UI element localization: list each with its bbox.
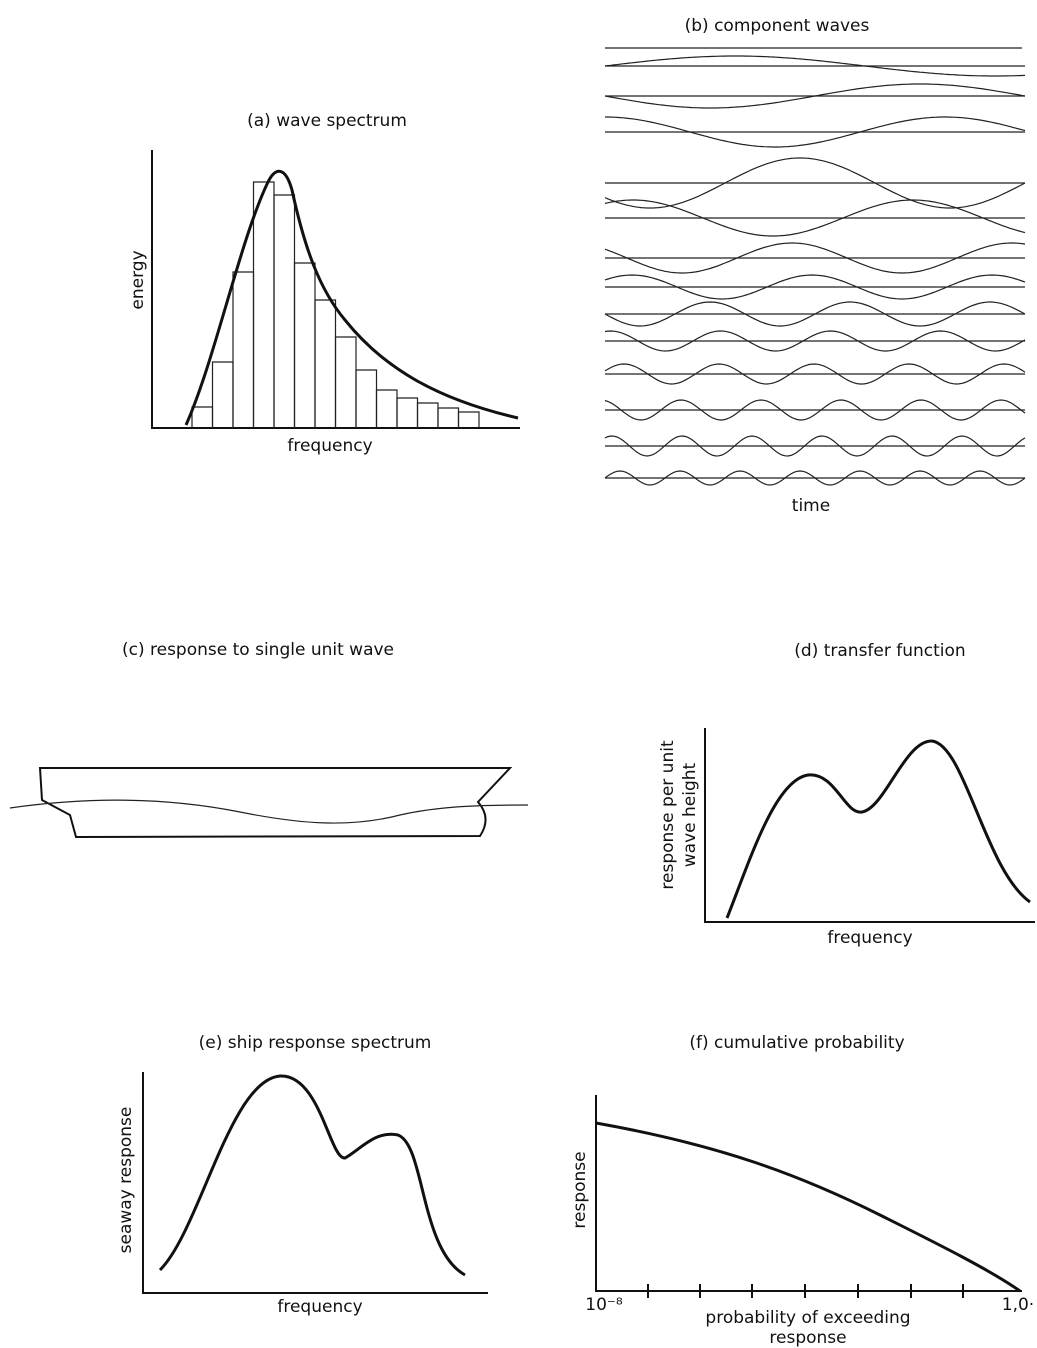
histogram-bar xyxy=(254,182,275,428)
transfer-curve xyxy=(727,741,1030,918)
probability-curve xyxy=(596,1123,1020,1291)
histogram-bar xyxy=(438,408,459,428)
x-label: frequency xyxy=(827,928,912,948)
histogram-bar xyxy=(274,195,295,428)
figure: (a) wave spectrum energy frequency (b) c… xyxy=(0,0,1037,1348)
panel-title: (b) component waves xyxy=(685,16,870,36)
y-label: response per unit xyxy=(658,740,678,890)
panel-title: (e) ship response spectrum xyxy=(199,1033,432,1053)
panel-title: (f) cumulative probability xyxy=(689,1033,904,1053)
histogram-bar xyxy=(192,407,213,428)
panel-title: (c) response to single unit wave xyxy=(122,640,394,660)
component-waves xyxy=(605,56,1025,485)
histogram-bar xyxy=(213,362,234,428)
y-label: wave height xyxy=(680,762,700,867)
histogram-bar xyxy=(295,263,316,428)
histogram-bar xyxy=(233,272,254,428)
x-start-label: 10⁻⁸ xyxy=(585,1295,623,1315)
histogram-bar xyxy=(418,403,439,428)
x-label: response xyxy=(769,1328,846,1348)
y-label: seaway response xyxy=(116,1107,136,1254)
axes xyxy=(596,1095,1022,1291)
wave-line xyxy=(10,800,528,823)
panel-title: (a) wave spectrum xyxy=(247,111,407,131)
x-label: frequency xyxy=(277,1297,362,1317)
x-end-label: 1,0· xyxy=(1002,1295,1034,1315)
y-label: energy xyxy=(128,250,148,309)
axes xyxy=(705,728,1035,922)
x-label: probability of exceeding xyxy=(705,1308,910,1328)
panel-title: (d) transfer function xyxy=(794,641,965,661)
histogram-bar xyxy=(336,337,357,428)
y-label: response xyxy=(570,1151,590,1228)
response-curve xyxy=(160,1076,465,1275)
x-label: frequency xyxy=(287,436,372,456)
page: (a) wave spectrum energy frequency (b) c… xyxy=(0,0,1037,1348)
histogram-bar xyxy=(377,390,398,428)
histogram-bar xyxy=(315,300,336,428)
spectrum-curve xyxy=(186,171,518,425)
histogram-bar xyxy=(397,398,418,428)
histogram-bar xyxy=(356,370,377,428)
x-label: time xyxy=(792,496,830,516)
ship-hull xyxy=(40,768,510,837)
histogram-bar xyxy=(459,412,480,428)
